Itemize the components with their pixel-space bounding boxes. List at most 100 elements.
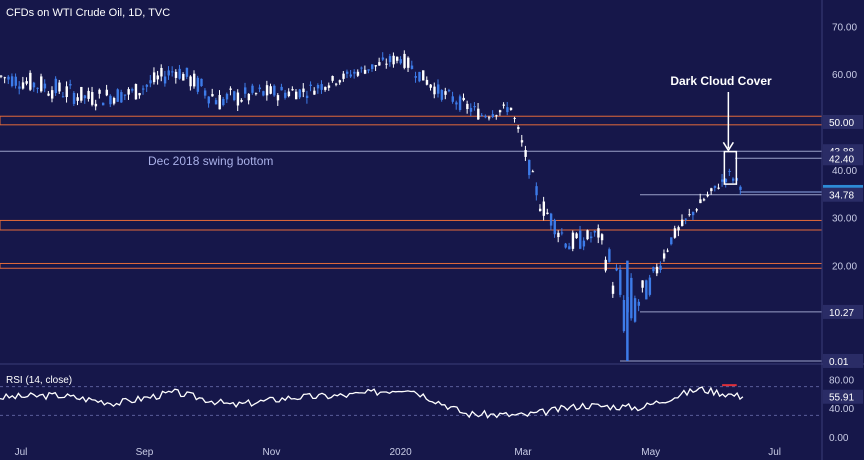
candle [123, 94, 127, 101]
svg-text:0.01: 0.01 [829, 357, 849, 368]
candle [473, 102, 476, 111]
candle [469, 103, 473, 117]
annotation-arrow-head [722, 141, 734, 152]
candle [294, 89, 298, 100]
candle [120, 89, 123, 104]
rsi-tick-0: 0.00 [829, 433, 849, 444]
candle [388, 53, 392, 67]
candle [371, 64, 374, 72]
pattern-highlight-box [723, 150, 738, 185]
candle [178, 64, 181, 80]
candle [7, 75, 10, 85]
time-tick-2: Nov [263, 447, 281, 458]
candle [645, 279, 648, 300]
candle [127, 87, 130, 100]
candle [287, 88, 291, 98]
candle [399, 56, 402, 65]
candle [105, 84, 109, 97]
price-tick-60: 60.00 [832, 70, 857, 81]
time-tick-0: Jul [15, 447, 28, 458]
svg-text:10.27: 10.27 [829, 308, 854, 319]
candle [524, 145, 527, 161]
candle [324, 86, 327, 92]
candle [185, 67, 189, 80]
time-tick-6: Jul [768, 447, 781, 458]
candle [94, 99, 98, 111]
candle [677, 225, 680, 237]
candle [36, 87, 39, 94]
candle [309, 81, 312, 92]
candle [156, 70, 159, 85]
candle [32, 81, 36, 92]
svg-text:42.40: 42.40 [829, 154, 854, 165]
time-tick-1: Sep [136, 447, 154, 458]
candle [575, 232, 578, 239]
candle [571, 230, 575, 252]
candle [480, 113, 484, 117]
candle [662, 249, 666, 262]
candle [222, 97, 225, 107]
candle [622, 295, 626, 333]
candle [40, 73, 43, 93]
candle [535, 182, 538, 201]
price-label-42-40: 42.40 [823, 151, 863, 166]
candle [353, 69, 356, 79]
candle [284, 89, 287, 100]
candle [236, 89, 240, 112]
candle [531, 169, 535, 173]
candle [553, 218, 556, 238]
candle [385, 58, 388, 69]
candle [414, 71, 417, 83]
candle [116, 88, 119, 102]
candle [360, 66, 363, 73]
candle [196, 75, 200, 95]
candle [466, 100, 469, 114]
candle [422, 70, 425, 81]
candle [25, 77, 28, 86]
candle [163, 70, 167, 87]
time-tick-5: May [641, 447, 660, 458]
candle [29, 70, 32, 92]
candle [641, 280, 644, 293]
candle [345, 69, 349, 79]
candle [10, 73, 14, 88]
candle [593, 230, 597, 237]
candle [568, 242, 571, 250]
candle [392, 52, 395, 68]
candle [65, 81, 68, 103]
candle [273, 84, 276, 97]
candle [61, 91, 65, 98]
candle [706, 191, 709, 198]
candle [18, 81, 21, 95]
candle [69, 79, 72, 90]
candle [582, 237, 586, 251]
candle [484, 114, 487, 119]
candle [87, 87, 90, 102]
candle [589, 231, 593, 243]
candle [403, 50, 406, 70]
candle [542, 196, 546, 221]
candle [447, 88, 451, 93]
candle [637, 299, 641, 312]
candle [258, 84, 261, 93]
candle [684, 218, 688, 225]
candle [615, 264, 618, 272]
candle [721, 173, 724, 187]
candle [538, 204, 542, 212]
candle [695, 208, 698, 213]
candle [152, 67, 156, 85]
candle [225, 92, 229, 104]
candle [597, 224, 600, 244]
candle [367, 69, 370, 74]
svg-text:50.00: 50.00 [829, 118, 854, 129]
candle [142, 85, 145, 95]
candle [495, 114, 498, 120]
candle [619, 265, 622, 298]
time-tick-4: Mar [514, 447, 532, 458]
candle [728, 168, 731, 176]
candle [604, 256, 607, 273]
candle [349, 70, 353, 78]
candle [338, 79, 342, 85]
candle [98, 88, 101, 99]
